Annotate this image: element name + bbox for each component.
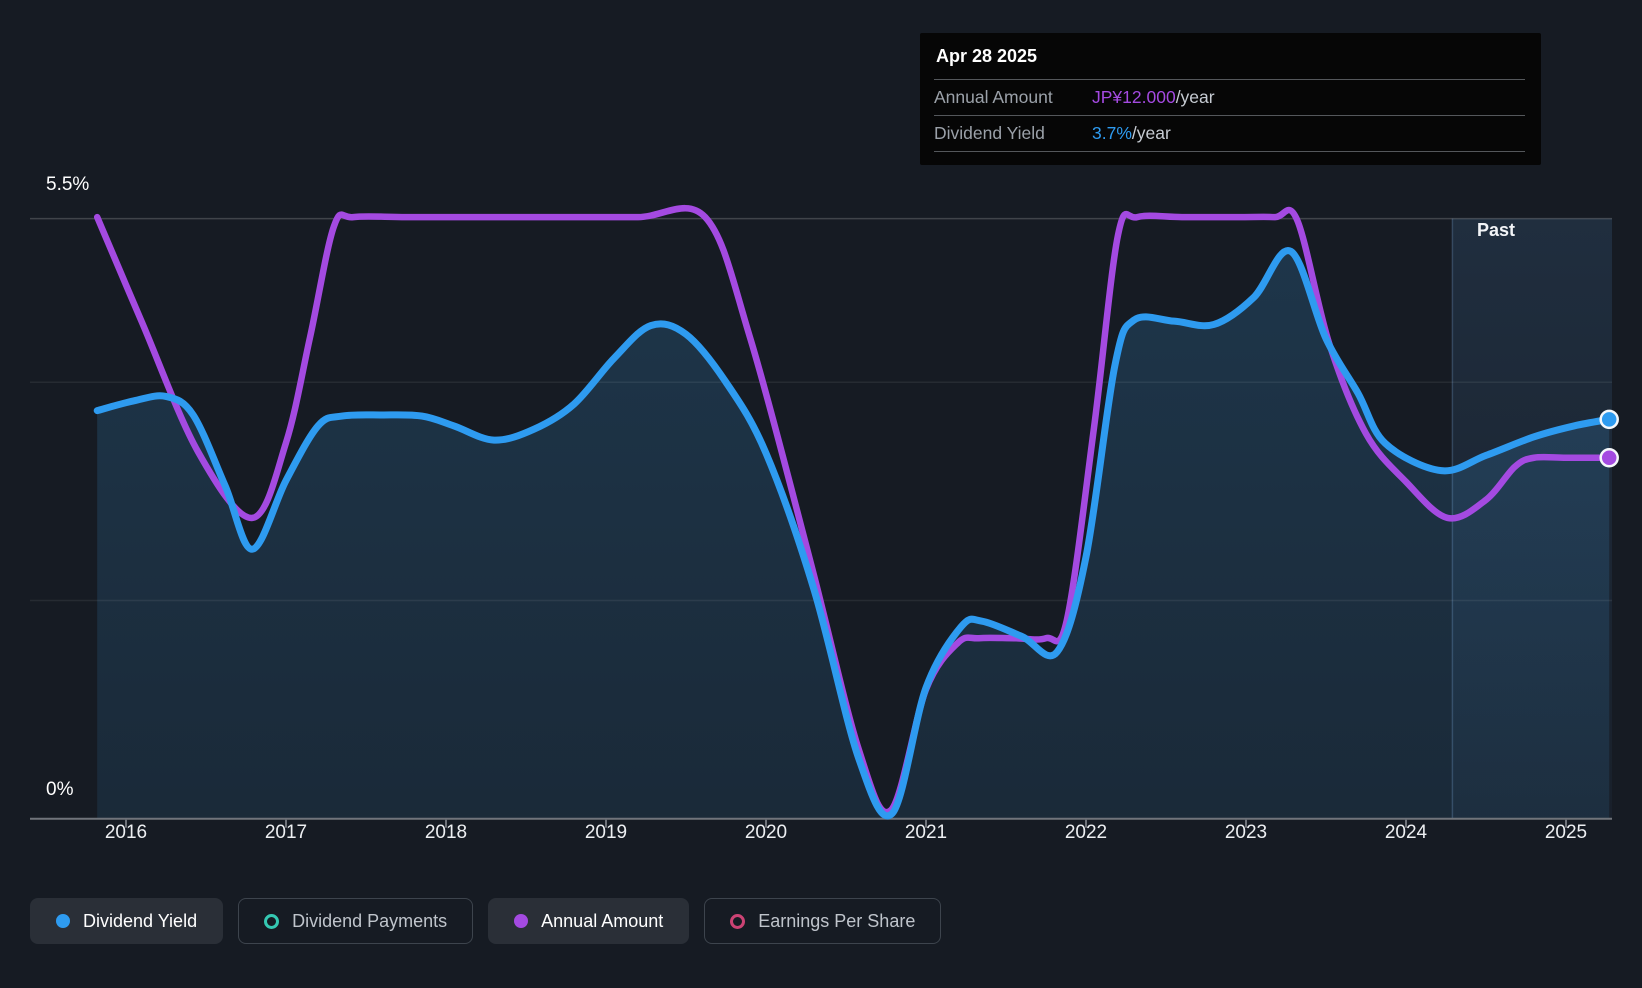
endpoint-marker-yield [1599, 409, 1619, 430]
tooltip-row-suffix: /year [1175, 87, 1215, 107]
x-axis-label-2025: 2025 [1544, 822, 1588, 843]
tooltip-row-suffix: /year [1131, 123, 1171, 143]
y-axis-label-bottom: 0% [46, 779, 74, 800]
x-axis-label-2019: 2019 [584, 822, 628, 843]
legend-button-dividend-yield[interactable]: Dividend Yield [30, 898, 224, 944]
tooltip-row-value: JP¥12.000 [1092, 87, 1176, 107]
legend-label: Earnings Per Share [758, 910, 916, 931]
tooltip-date: Apr 28 2025 [936, 46, 1038, 66]
legend-label: Dividend Payments [292, 910, 448, 931]
legend-button-earnings-per-share[interactable]: Earnings Per Share [704, 898, 942, 944]
x-axis-label-2023: 2023 [1224, 822, 1268, 843]
chart-legend: Dividend Yield Dividend Payments Annual Am… [30, 898, 942, 944]
legend-label: Dividend Yield [83, 910, 198, 931]
x-axis-label-2018: 2018 [424, 822, 468, 843]
yield-area-fill [97, 250, 1610, 819]
chart-tooltip: Apr 28 2025 Annual Amount JP¥12.000/year D… [920, 33, 1541, 165]
tooltip-row-label: Annual Amount [934, 87, 1053, 107]
x-axis-label-2022: 2022 [1064, 822, 1108, 843]
dividend-yield-line [93, 247, 1613, 820]
legend-label: Annual Amount [541, 910, 664, 931]
legend-ring-icon [730, 913, 746, 929]
tooltip-row-1: Dividend Yield 3.7%/year [934, 115, 1525, 152]
past-region-label: Past [1477, 220, 1516, 240]
x-axis-label-2021: 2021 [904, 822, 948, 843]
tooltip-row-0: Annual Amount JP¥12.000/year [934, 79, 1525, 115]
legend-ring-icon [264, 913, 280, 929]
legend-dot-icon [514, 914, 529, 928]
past-region-shade [1452, 218, 1612, 819]
legend-dot-icon [56, 914, 70, 928]
endpoint-marker-amount [1599, 447, 1619, 468]
legend-button-annual-amount[interactable]: Annual Amount [488, 898, 690, 944]
tooltip-rows: Annual Amount JP¥12.000/year Dividend Yiel… [934, 79, 1525, 152]
legend-button-dividend-payments[interactable]: Dividend Payments [238, 898, 474, 944]
x-axis-label-2017: 2017 [264, 822, 308, 843]
tooltip-row-value: 3.7% [1092, 123, 1132, 143]
x-axis-label-2020: 2020 [744, 822, 788, 843]
x-axis-label-2016: 2016 [104, 822, 148, 843]
y-axis-label-top: 5.5% [46, 174, 90, 195]
tooltip-row-label: Dividend Yield [934, 123, 1045, 143]
x-axis-label-2024: 2024 [1384, 822, 1428, 843]
annual-amount-line [93, 205, 1613, 816]
